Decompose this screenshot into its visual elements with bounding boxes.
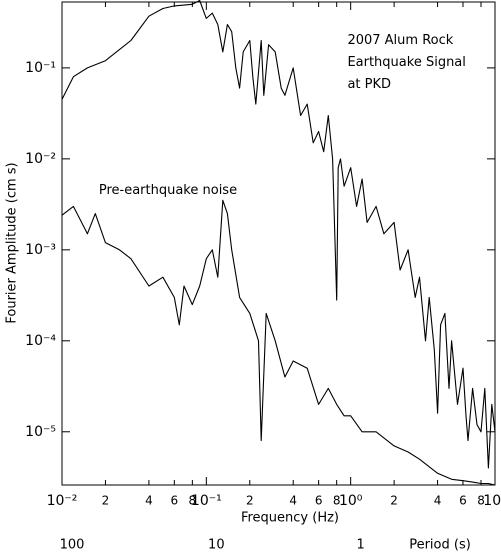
x-axis-label: Frequency (Hz) bbox=[241, 511, 339, 526]
x-tick-label: 4 bbox=[289, 494, 297, 508]
period-tick-label: 10 bbox=[208, 538, 225, 553]
x-tick-label: 6 bbox=[315, 494, 323, 508]
y-tick-label: 10⁻¹ bbox=[25, 60, 56, 76]
x-tick-label: 10¹ bbox=[483, 493, 501, 509]
period-axis-label: Period (s) bbox=[409, 538, 471, 553]
y-tick-label: 10⁻⁵ bbox=[25, 424, 56, 440]
data-line bbox=[61, 0, 496, 469]
plot-frame bbox=[61, 1, 496, 486]
x-tick-label: 6 bbox=[170, 494, 178, 508]
x-tick-label: 6 bbox=[459, 494, 467, 508]
annotation: Pre-earthquake noise bbox=[99, 183, 237, 198]
y-tick-label: 10⁻² bbox=[25, 151, 56, 167]
x-tick-label: 8 bbox=[477, 494, 485, 508]
x-tick-label: 4 bbox=[434, 494, 442, 508]
x-tick-label: 10⁰ bbox=[339, 493, 363, 509]
period-tick-label: 100 bbox=[60, 538, 85, 553]
annotation: at PKD bbox=[347, 77, 391, 92]
annotation: 2007 Alum Rock bbox=[347, 33, 453, 48]
y-tick-label: 10⁻⁴ bbox=[25, 333, 56, 349]
x-tick-label: 4 bbox=[145, 494, 153, 508]
x-tick-label: 2 bbox=[390, 494, 398, 508]
x-tick-label: 10⁻² bbox=[47, 493, 78, 509]
x-tick-label: 10⁻¹ bbox=[191, 493, 222, 509]
annotation: Earthquake Signal bbox=[347, 55, 465, 70]
x-tick-label: 8 bbox=[333, 494, 341, 508]
y-axis-label: Fourier Amplitude (cm s) bbox=[5, 162, 20, 323]
x-tick-label: 2 bbox=[246, 494, 254, 508]
x-tick-label: 8 bbox=[189, 494, 197, 508]
y-tick-label: 10⁻³ bbox=[25, 242, 56, 258]
period-tick-label: 1 bbox=[357, 538, 365, 553]
data-line bbox=[61, 199, 496, 486]
x-tick-label: 2 bbox=[102, 494, 110, 508]
